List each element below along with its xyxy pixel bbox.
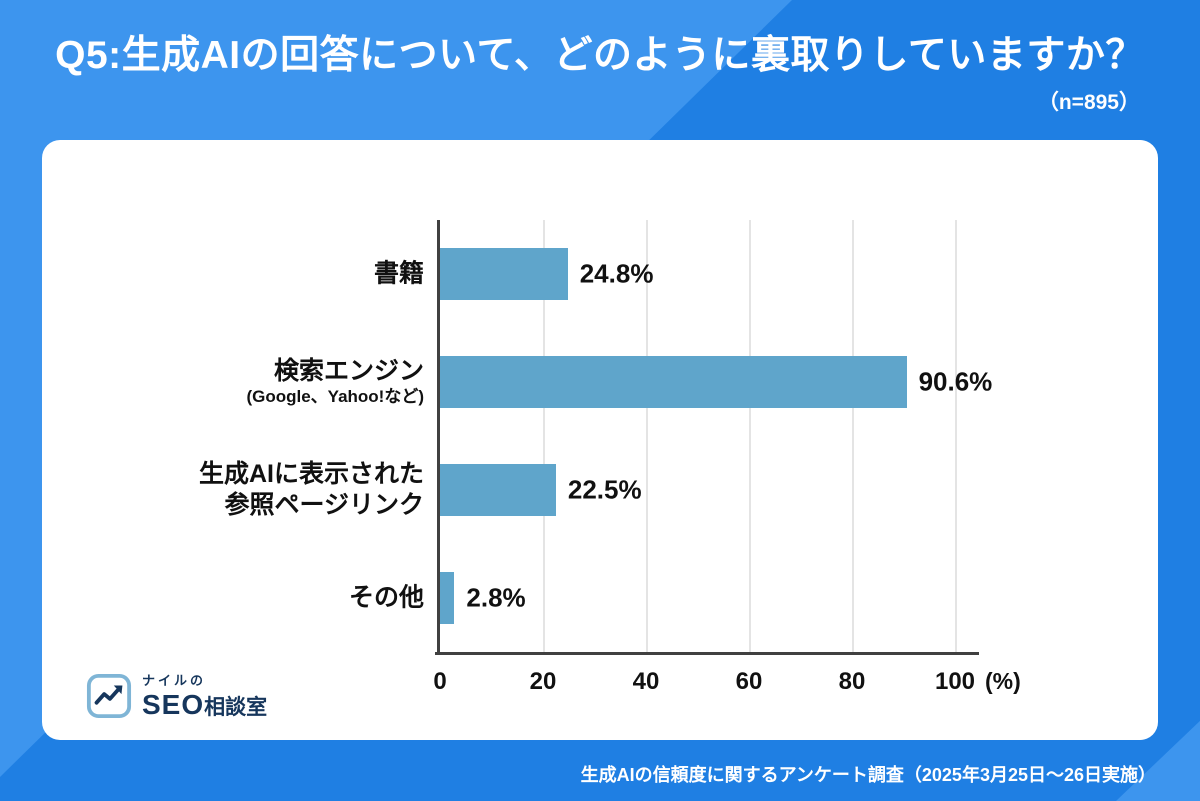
category-label: 検索エンジン (Google、Yahoo!など) bbox=[64, 356, 424, 408]
gridline bbox=[852, 220, 854, 652]
line-chart-icon bbox=[86, 673, 132, 718]
bar bbox=[440, 356, 907, 408]
x-axis-unit: (%) bbox=[985, 668, 1021, 694]
category-label: その他 bbox=[348, 583, 424, 612]
category-label: 生成AIに表示された 参照ページリンク bbox=[198, 459, 424, 519]
bar bbox=[440, 248, 568, 300]
logo-text: ナイルの SEO 相談室 bbox=[142, 670, 267, 721]
logo-seo: SEO bbox=[142, 689, 205, 720]
gridline bbox=[646, 220, 648, 652]
gridline bbox=[543, 220, 545, 652]
header: Q5:生成AIの回答について、どのように裏取りしていますか？ bbox=[0, 24, 1200, 80]
bar-row: 検索エンジン (Google、Yahoo!など) 90.6% bbox=[246, 328, 992, 436]
chart-card: 書籍 24.8% 検索エンジン (Google、Yahoo!など) 90.6% 生成AIに… bbox=[42, 140, 1158, 740]
bar-value-label: 2.8% bbox=[466, 582, 526, 613]
sample-size: （n=895） bbox=[1037, 91, 1140, 114]
plot-area: 書籍 24.8% 検索エンジン (Google、Yahoo!など) 90.6% 生成AIに… bbox=[199, 220, 1021, 695]
category-sublabel: (Google、Yahoo!など) bbox=[246, 387, 424, 407]
bar-value-label: 24.8% bbox=[579, 258, 654, 289]
logo: ナイルの SEO 相談室 bbox=[86, 670, 267, 721]
x-tick-label: 0 bbox=[433, 668, 447, 695]
x-tick-label: 60 bbox=[735, 668, 763, 695]
gridline bbox=[749, 220, 751, 652]
x-tick-label: 40 bbox=[632, 668, 660, 695]
bar-row: その他 2.8% bbox=[349, 544, 955, 652]
bar-row: 書籍 24.8% bbox=[374, 220, 955, 328]
bar-value-label: 90.6% bbox=[918, 366, 993, 397]
bar bbox=[440, 572, 455, 624]
bar bbox=[440, 464, 556, 516]
x-tick-label: 20 bbox=[529, 668, 557, 695]
page-title: Q5:生成AIの回答について、どのように裏取りしていますか？ bbox=[55, 34, 1145, 77]
x-axis-line bbox=[435, 652, 979, 655]
bar-value-label: 22.5% bbox=[567, 474, 642, 505]
logo-line1: ナイルの bbox=[142, 673, 207, 688]
x-tick-label: 100 bbox=[934, 668, 976, 695]
x-tick-label: 80 bbox=[838, 668, 866, 695]
gridline bbox=[955, 220, 957, 652]
category-label: 書籍 bbox=[373, 259, 424, 288]
footer-note: 生成AIの信頼度に関するアンケート調査（2025年3月25日～26日実施） bbox=[580, 765, 1156, 785]
bar-row: 生成AIに表示された 参照ページリンク 22.5% bbox=[199, 436, 955, 544]
logo-rest: 相談室 bbox=[204, 696, 268, 719]
logo-line2: SEO 相談室 bbox=[142, 689, 267, 721]
